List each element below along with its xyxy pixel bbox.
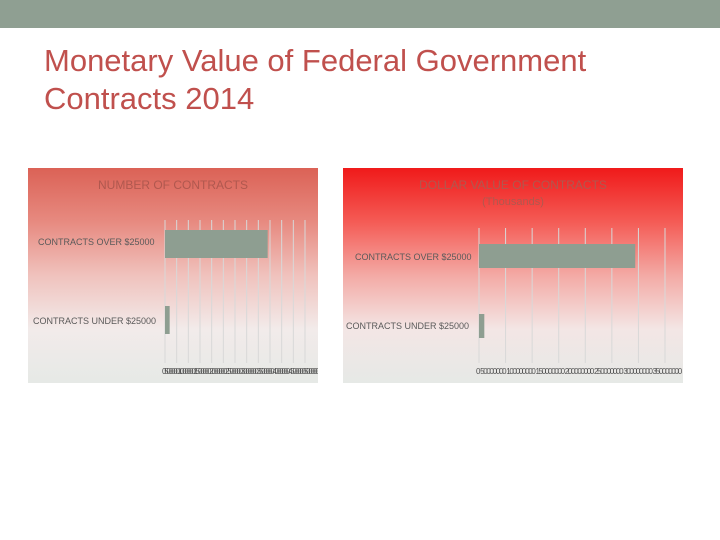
x-tick-labels: 0 50000000 100000000 150000000 200000000… [476,367,682,376]
bar-under-25000 [479,314,485,338]
slide-title: Monetary Value of Federal Government Con… [44,42,684,118]
bar-under-25000 [165,306,170,334]
bar-over-25000 [479,244,636,268]
slide-title-line2: Contracts 2014 [44,81,255,116]
slide-title-line1: Monetary Value of Federal Government [44,43,587,78]
category-label-under: CONTRACTS UNDER $25000 [33,316,157,326]
top-bar [0,0,720,28]
dollar-value-plot [478,228,666,363]
category-label-over: CONTRACTS OVER $25000 [38,237,155,247]
x-tick-labels: 0 500000 1000000 1500000 2000000 2500000… [162,367,318,376]
number-of-contracts-chart: NUMBER OF CONTRACTS CONTRACTS OVER $2500… [28,168,318,383]
dollar-value-chart: DOLLAR VALUE OF CONTRACTS (Thousands) CO… [343,168,683,383]
bar-over-25000 [165,230,268,258]
category-label-over: CONTRACTS OVER $25000 [355,252,472,262]
chart-title: NUMBER OF CONTRACTS [98,178,248,192]
chart-subtitle: (Thousands) [482,196,544,208]
chart-title: DOLLAR VALUE OF CONTRACTS [419,178,607,192]
category-label-under: CONTRACTS UNDER $25000 [346,321,470,331]
number-of-contracts-plot [164,220,306,363]
